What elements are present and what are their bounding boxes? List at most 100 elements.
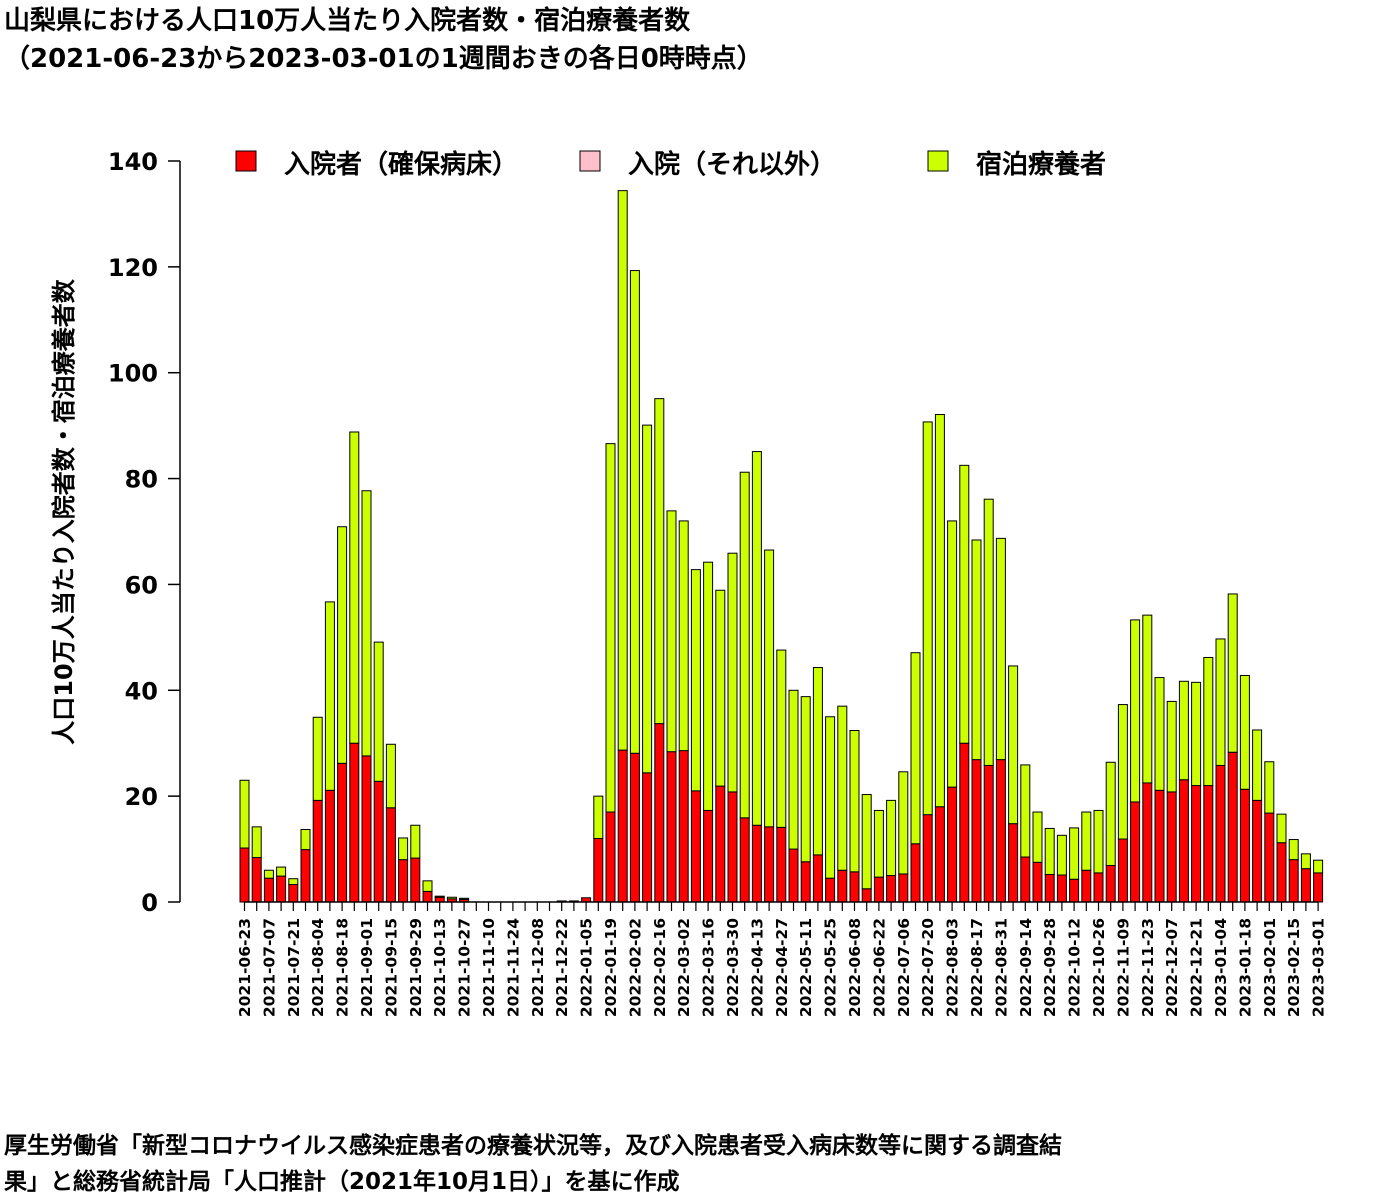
bar-segment-series-2 — [1227, 593, 1238, 753]
bar-segment-series-2 — [922, 421, 933, 816]
x-tick-label: 2022-08-17 — [968, 918, 986, 1017]
bar-segment-series-2 — [715, 589, 726, 787]
bar-segment-series-0 — [739, 817, 750, 903]
bar-segment-series-2 — [410, 824, 421, 859]
legend-label: 入院（それ以外） — [628, 149, 836, 180]
bar-segment-series-0 — [312, 799, 323, 903]
bar-segment-series-2 — [263, 869, 274, 879]
y-tick-label: 60 — [125, 571, 158, 599]
bar-segment-series-0 — [690, 790, 701, 903]
y-tick-label: 120 — [108, 254, 158, 282]
bar-segment-series-0 — [422, 890, 433, 903]
x-tick-label: 2022-03-02 — [675, 918, 693, 1017]
y-tick-label: 80 — [125, 466, 158, 494]
x-tick-label: 2022-11-23 — [1139, 918, 1157, 1017]
bar-segment-series-2 — [1313, 859, 1324, 874]
bar-segment-series-2 — [398, 837, 409, 861]
bar-segment-series-0 — [678, 750, 689, 903]
bar-segment-series-2 — [666, 510, 677, 753]
bar-segment-series-0 — [239, 847, 250, 903]
bar-segment-series-0 — [1215, 764, 1226, 903]
bar-segment-series-2 — [1252, 729, 1263, 801]
bar-segment-series-2 — [910, 652, 921, 845]
bar-segment-series-0 — [1117, 838, 1128, 903]
bar-segment-series-2 — [1105, 761, 1116, 866]
bar-segment-series-2 — [971, 539, 982, 761]
x-tick-label: 2022-02-16 — [651, 918, 669, 1017]
bar-segment-series-0 — [751, 824, 762, 903]
bar-segment-series-0 — [276, 875, 287, 903]
y-axis-label: 人口10万人当たり入院者数・宿泊療養者数 — [50, 278, 78, 744]
x-tick-label: 2022-03-16 — [700, 918, 718, 1017]
bar-segment-series-0 — [934, 806, 945, 903]
bar-segment-series-0 — [922, 814, 933, 903]
bar-segment-series-0 — [324, 789, 335, 903]
bar-segment-series-0 — [873, 876, 884, 903]
bar-segment-series-2 — [1264, 761, 1275, 814]
x-tick-label: 2022-03-30 — [724, 918, 742, 1017]
bar-segment-series-2 — [1276, 813, 1287, 844]
bar-segment-series-0 — [886, 875, 897, 903]
bar-segment-series-2 — [1020, 764, 1031, 858]
x-tick-label: 2022-08-31 — [992, 918, 1010, 1017]
bar-segment-series-2 — [593, 795, 604, 839]
bar-segment-series-0 — [337, 762, 348, 903]
bar-segment-series-2 — [434, 895, 445, 898]
bar-segment-series-0 — [1288, 859, 1299, 903]
y-tick-label: 40 — [125, 677, 158, 705]
bar-segment-series-2 — [654, 398, 665, 725]
source-line-2: 果」と総務省統計局「人口推計（2021年10月1日）」を基に作成 — [4, 1169, 680, 1195]
bar-segment-series-2 — [1069, 827, 1080, 880]
bar-segment-series-2 — [251, 826, 262, 859]
bar-segment-series-2 — [861, 794, 872, 890]
bar-segment-series-0 — [1239, 788, 1250, 903]
bar-segment-series-0 — [654, 723, 665, 903]
bar-segment-series-0 — [1227, 751, 1238, 903]
bar-segment-series-0 — [1105, 864, 1116, 903]
x-tick-label: 2023-01-04 — [1212, 918, 1230, 1017]
bar-segment-series-2 — [642, 424, 653, 774]
legend-swatch — [235, 150, 257, 172]
bar-segment-series-0 — [593, 837, 604, 903]
bar-segment-series-2 — [1117, 704, 1128, 840]
bar-segment-series-2 — [361, 490, 372, 757]
bar-segment-series-2 — [1178, 680, 1189, 781]
x-tick-label: 2022-05-25 — [822, 918, 840, 1017]
legend-swatch — [927, 150, 949, 172]
bar-segment-series-2 — [812, 667, 823, 856]
bar-segment-series-2 — [983, 498, 994, 766]
x-tick-label: 2021-09-01 — [358, 918, 376, 1017]
bar-segment-series-2 — [324, 601, 335, 791]
bar-segment-series-2 — [995, 537, 1006, 761]
bar-segment-series-2 — [1191, 681, 1202, 787]
bar-segment-series-0 — [898, 873, 909, 903]
bar-segment-series-0 — [1093, 872, 1104, 903]
bar-segment-series-0 — [349, 742, 360, 903]
x-tick-label: 2022-02-02 — [626, 918, 644, 1017]
bar-segment-series-2 — [703, 561, 714, 811]
bar-segment-series-2 — [849, 730, 860, 873]
bar-segment-series-0 — [666, 751, 677, 903]
x-tick-label: 2021-12-08 — [529, 918, 547, 1017]
bar-segment-series-0 — [788, 848, 799, 903]
bar-segment-series-0 — [642, 772, 653, 903]
bar-segment-series-2 — [422, 880, 433, 892]
legend-swatch — [579, 150, 601, 172]
bar-segment-series-0 — [959, 742, 970, 903]
bar-segment-series-0 — [263, 877, 274, 903]
bars — [239, 190, 1324, 903]
bar-segment-series-2 — [825, 716, 836, 879]
x-tick-label: 2023-03-01 — [1310, 918, 1328, 1017]
bar-segment-series-2 — [776, 649, 787, 828]
bar-segment-series-2 — [1166, 700, 1177, 793]
bar-segment-series-2 — [1008, 665, 1019, 825]
bar-segment-series-0 — [800, 861, 811, 903]
bar-segment-series-0 — [971, 759, 982, 903]
bar-segment-series-0 — [1191, 785, 1202, 903]
bar-segment-series-2 — [459, 897, 470, 900]
legend-label: 入院者（確保病床） — [284, 149, 518, 180]
bar-segment-series-2 — [1130, 619, 1141, 803]
x-tick-label: 2023-01-18 — [1236, 918, 1254, 1017]
bar-segment-series-2 — [873, 809, 884, 878]
bar-segment-series-0 — [947, 786, 958, 903]
